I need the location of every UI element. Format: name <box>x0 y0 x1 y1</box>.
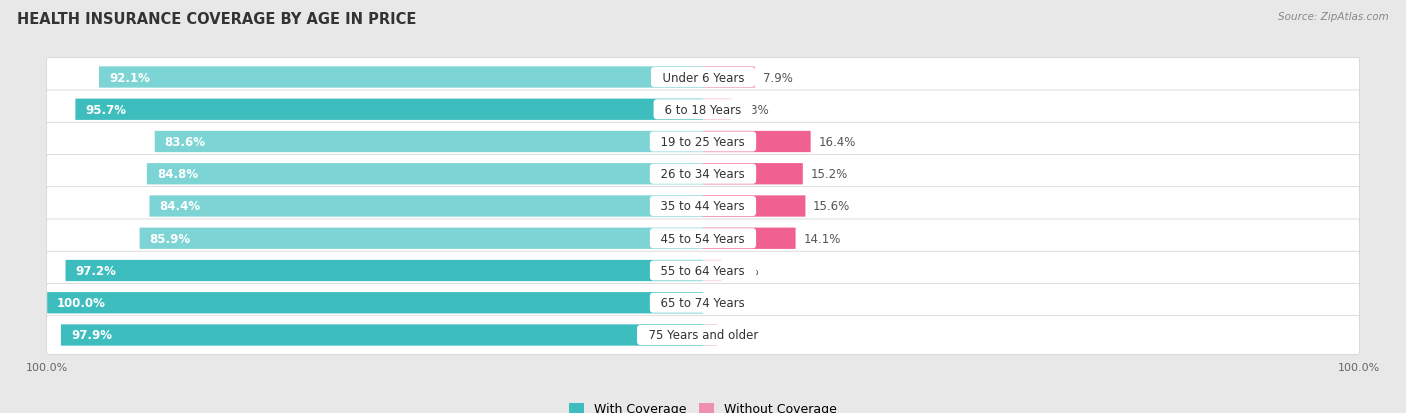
Text: 2.8%: 2.8% <box>730 264 759 277</box>
Text: 84.8%: 84.8% <box>157 168 198 181</box>
FancyBboxPatch shape <box>46 123 1360 161</box>
Text: 84.4%: 84.4% <box>159 200 201 213</box>
Text: HEALTH INSURANCE COVERAGE BY AGE IN PRICE: HEALTH INSURANCE COVERAGE BY AGE IN PRIC… <box>17 12 416 27</box>
Text: 35 to 44 Years: 35 to 44 Years <box>654 200 752 213</box>
Text: 85.9%: 85.9% <box>149 232 191 245</box>
Text: 15.6%: 15.6% <box>813 200 851 213</box>
FancyBboxPatch shape <box>703 228 796 249</box>
FancyBboxPatch shape <box>46 316 1360 354</box>
FancyBboxPatch shape <box>149 196 703 217</box>
Text: 55 to 64 Years: 55 to 64 Years <box>654 264 752 277</box>
Text: 14.1%: 14.1% <box>803 232 841 245</box>
FancyBboxPatch shape <box>703 196 806 217</box>
FancyBboxPatch shape <box>46 284 1360 322</box>
Text: 97.2%: 97.2% <box>76 264 117 277</box>
FancyBboxPatch shape <box>46 252 1360 290</box>
Text: 92.1%: 92.1% <box>108 71 150 84</box>
FancyBboxPatch shape <box>703 100 731 121</box>
FancyBboxPatch shape <box>139 228 703 249</box>
Legend: With Coverage, Without Coverage: With Coverage, Without Coverage <box>564 397 842 413</box>
Text: 83.6%: 83.6% <box>165 136 205 149</box>
Text: 7.9%: 7.9% <box>762 71 793 84</box>
FancyBboxPatch shape <box>48 292 703 313</box>
FancyBboxPatch shape <box>46 219 1360 258</box>
Text: 15.2%: 15.2% <box>810 168 848 181</box>
FancyBboxPatch shape <box>46 187 1360 226</box>
FancyBboxPatch shape <box>703 260 721 281</box>
FancyBboxPatch shape <box>46 155 1360 194</box>
FancyBboxPatch shape <box>703 164 803 185</box>
FancyBboxPatch shape <box>155 132 703 153</box>
Text: 95.7%: 95.7% <box>86 104 127 116</box>
Text: Under 6 Years: Under 6 Years <box>655 71 751 84</box>
FancyBboxPatch shape <box>703 325 717 346</box>
Text: 97.9%: 97.9% <box>70 329 112 342</box>
Text: 45 to 54 Years: 45 to 54 Years <box>654 232 752 245</box>
FancyBboxPatch shape <box>703 67 755 88</box>
Text: 19 to 25 Years: 19 to 25 Years <box>654 136 752 149</box>
FancyBboxPatch shape <box>703 132 811 153</box>
Text: Source: ZipAtlas.com: Source: ZipAtlas.com <box>1278 12 1389 22</box>
FancyBboxPatch shape <box>98 67 703 88</box>
FancyBboxPatch shape <box>46 91 1360 129</box>
Text: 26 to 34 Years: 26 to 34 Years <box>654 168 752 181</box>
Text: 4.3%: 4.3% <box>740 104 769 116</box>
Text: 75 Years and older: 75 Years and older <box>641 329 765 342</box>
FancyBboxPatch shape <box>146 164 703 185</box>
Text: 65 to 74 Years: 65 to 74 Years <box>654 297 752 309</box>
FancyBboxPatch shape <box>46 59 1360 97</box>
Text: 0.0%: 0.0% <box>711 297 741 309</box>
Text: 16.4%: 16.4% <box>818 136 856 149</box>
Text: 100.0%: 100.0% <box>58 297 105 309</box>
Text: 6 to 18 Years: 6 to 18 Years <box>657 104 749 116</box>
FancyBboxPatch shape <box>76 100 703 121</box>
FancyBboxPatch shape <box>66 260 703 281</box>
FancyBboxPatch shape <box>60 325 703 346</box>
Text: 2.1%: 2.1% <box>724 329 755 342</box>
